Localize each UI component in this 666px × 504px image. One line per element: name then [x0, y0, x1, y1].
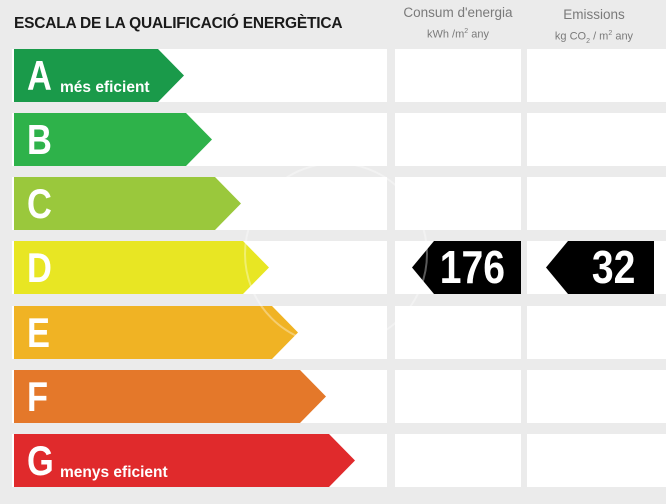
emissions-cell: [527, 177, 666, 230]
energy-column-label: Consum d'energia: [403, 5, 513, 20]
emissions-indicator: 32: [546, 241, 654, 294]
rating-letter: A: [27, 52, 52, 99]
rating-row-b: B: [12, 113, 666, 166]
emissions-cell: [527, 49, 666, 102]
rating-row-f: F: [12, 370, 666, 423]
rating-arrow-b: B: [14, 113, 212, 166]
rating-letter: E: [27, 309, 50, 356]
rating-letter: B: [27, 116, 52, 163]
page-title: ESCALA DE LA QUALIFICACIÓ ENERGÈTICA: [14, 15, 343, 32]
rating-label: més eficient: [60, 79, 150, 96]
energy-indicator-value: 176: [439, 241, 505, 293]
energy-cell: [395, 434, 521, 487]
energy-cell: [395, 370, 521, 423]
energy-cell: [395, 113, 521, 166]
energy-cell: [395, 306, 521, 359]
emissions-cell: [527, 306, 666, 359]
emissions-cell: [527, 113, 666, 166]
emissions-cell: [527, 434, 666, 487]
emissions-column-label: Emissions: [563, 7, 625, 22]
rating-letter: D: [27, 244, 52, 291]
rating-row-c: C: [12, 177, 666, 230]
energy-cell: [395, 177, 521, 230]
energy-cell: [395, 49, 521, 102]
rating-arrow-f: F: [14, 370, 326, 423]
rating-arrow-e: E: [14, 306, 298, 359]
rating-row-e: E: [12, 306, 666, 359]
rating-letter: F: [27, 373, 49, 420]
rating-arrow-d: D: [14, 241, 269, 294]
rating-row-d: D 176 32: [12, 241, 666, 294]
energy-indicator: 176: [412, 241, 521, 294]
emissions-column-unit: kg CO2 / m2 any: [554, 30, 634, 45]
rating-arrow-c: C: [14, 177, 241, 230]
emissions-indicator-value: 32: [591, 241, 636, 293]
emissions-column-header: Emissions kg CO2 / m2 any: [527, 6, 661, 50]
energy-column-header: Consum d'energia kWh /m2 any: [395, 4, 521, 44]
rating-letter: G: [27, 437, 54, 484]
emissions-cell: [527, 370, 666, 423]
rating-letter: C: [27, 180, 52, 227]
energy-column-unit: kWh /m2 any: [427, 28, 489, 41]
rating-label: menys eficient: [60, 464, 168, 481]
